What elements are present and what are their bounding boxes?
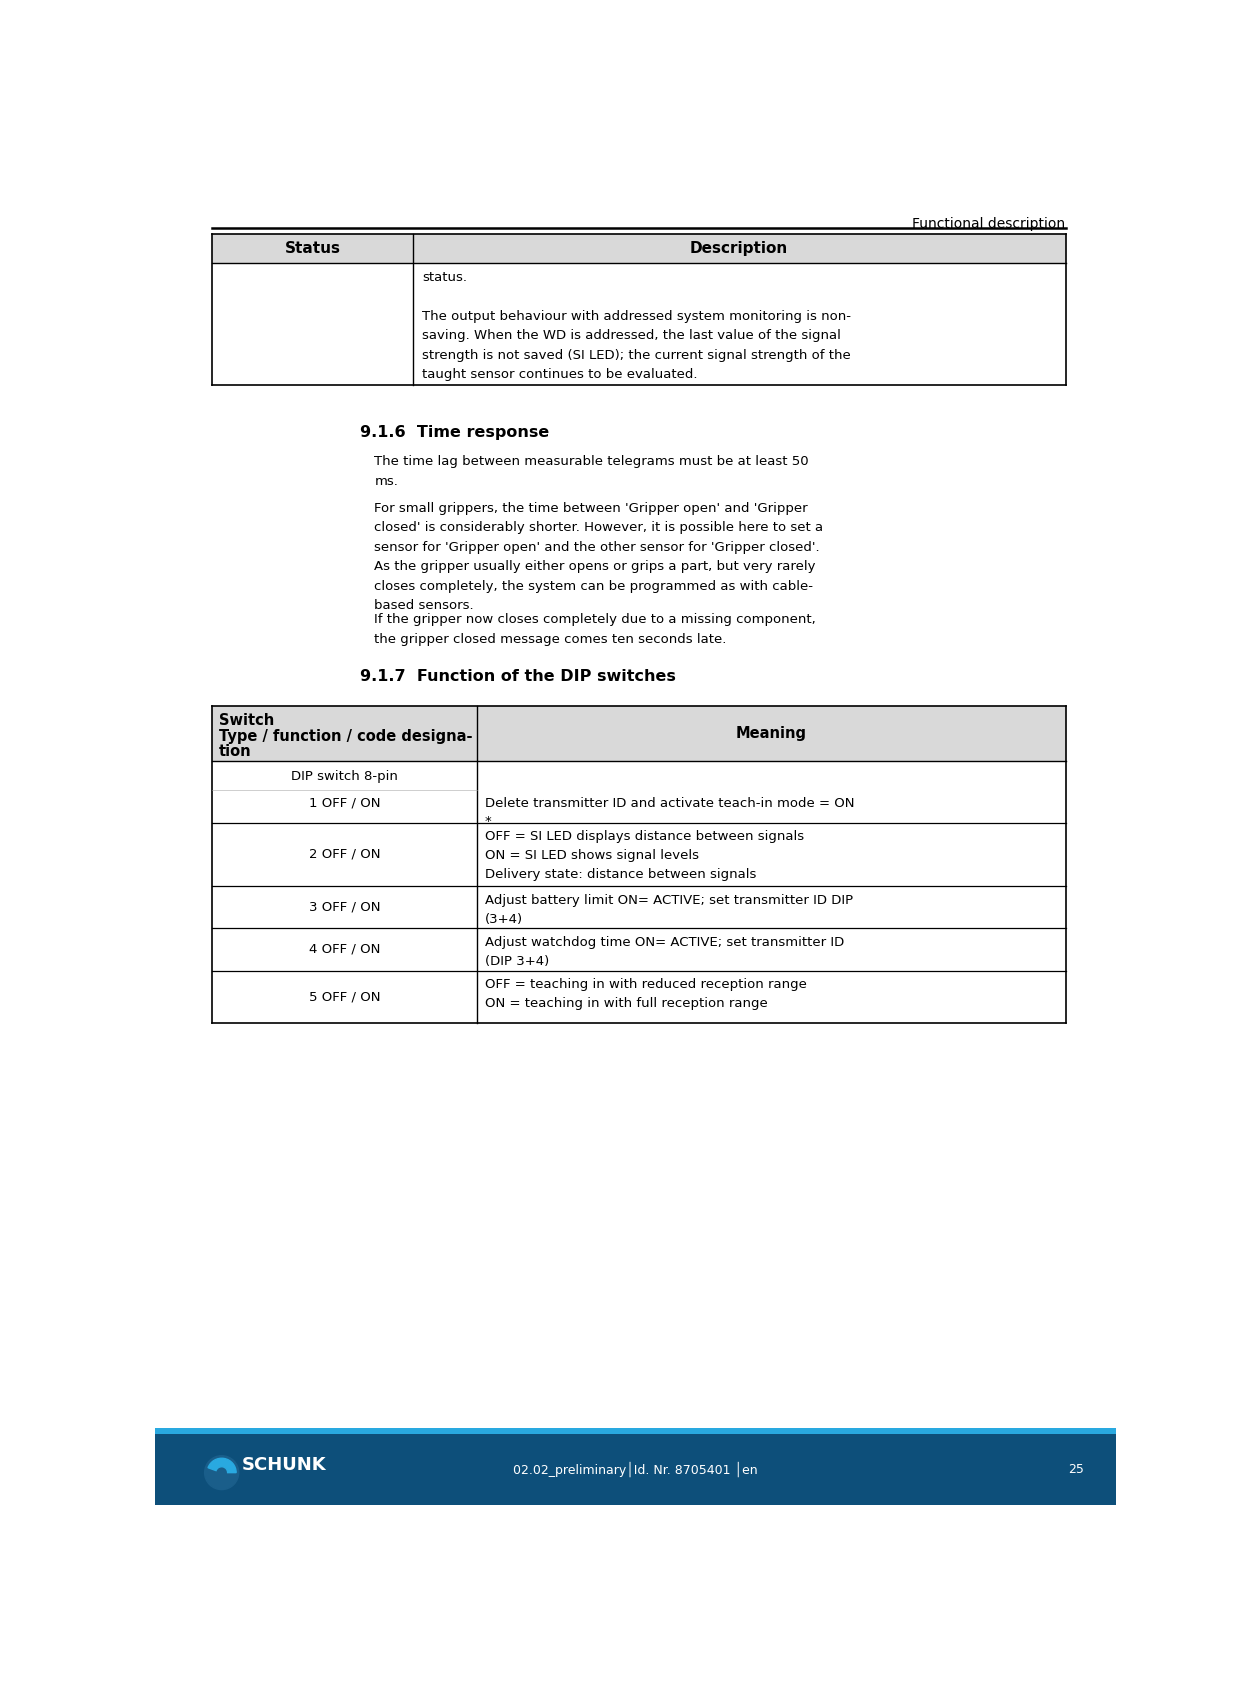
Text: 1 OFF / ON: 1 OFF / ON [309, 796, 381, 810]
Text: status.

The output behaviour with addressed system monitoring is non-
saving. W: status. The output behaviour with addres… [422, 271, 851, 380]
Text: For small grippers, the time between 'Gripper open' and 'Gripper
closed' is cons: For small grippers, the time between 'Gr… [374, 502, 823, 612]
Text: 4 OFF / ON: 4 OFF / ON [309, 944, 381, 955]
Wedge shape [208, 1458, 236, 1473]
Circle shape [205, 1456, 238, 1490]
Text: 02.02_preliminary│Id. Nr. 8705401 │en: 02.02_preliminary│Id. Nr. 8705401 │en [513, 1461, 758, 1478]
Text: Switch: Switch [218, 714, 274, 729]
Text: 9.1.6  Time response: 9.1.6 Time response [361, 424, 549, 440]
Text: Description: Description [691, 240, 789, 255]
Text: DIP switch 8-pin: DIP switch 8-pin [291, 771, 398, 783]
Text: 3 OFF / ON: 3 OFF / ON [309, 901, 381, 913]
Text: tion: tion [218, 744, 252, 759]
Bar [212, 705, 1065, 761]
Text: Adjust battery limit ON= ACTIVE; set transmitter ID DIP
(3+4): Adjust battery limit ON= ACTIVE; set tra… [485, 893, 853, 925]
Text: Delete transmitter ID and activate teach-in mode = ON
*: Delete transmitter ID and activate teach… [485, 796, 854, 827]
Text: 9.1.7  Function of the DIP switches: 9.1.7 Function of the DIP switches [361, 668, 676, 683]
Text: SCHUNK: SCHUNK [242, 1456, 326, 1475]
Text: The time lag between measurable telegrams must be at least 50
ms.: The time lag between measurable telegram… [374, 455, 808, 489]
Text: 25: 25 [1068, 1463, 1084, 1476]
Text: Type / function / code designa-: Type / function / code designa- [218, 729, 472, 744]
Text: 2 OFF / ON: 2 OFF / ON [309, 847, 381, 861]
Text: Status: Status [285, 240, 341, 255]
Text: OFF = teaching in with reduced reception range
ON = teaching in with full recept: OFF = teaching in with reduced reception… [485, 979, 806, 1010]
Text: OFF = SI LED displays distance between signals
ON = SI LED shows signal levels
D: OFF = SI LED displays distance between s… [485, 830, 804, 881]
Text: Functional description: Functional description [913, 216, 1065, 230]
Bar [212, 233, 1065, 264]
Text: If the gripper now closes completely due to a missing component,
the gripper clo: If the gripper now closes completely due… [374, 614, 816, 646]
Bar [155, 1427, 1116, 1434]
Text: Adjust watchdog time ON= ACTIVE; set transmitter ID
(DIP 3+4): Adjust watchdog time ON= ACTIVE; set tra… [485, 935, 844, 967]
Text: 5 OFF / ON: 5 OFF / ON [309, 991, 381, 1003]
Text: Meaning: Meaning [735, 725, 807, 741]
Bar [155, 1427, 1116, 1505]
